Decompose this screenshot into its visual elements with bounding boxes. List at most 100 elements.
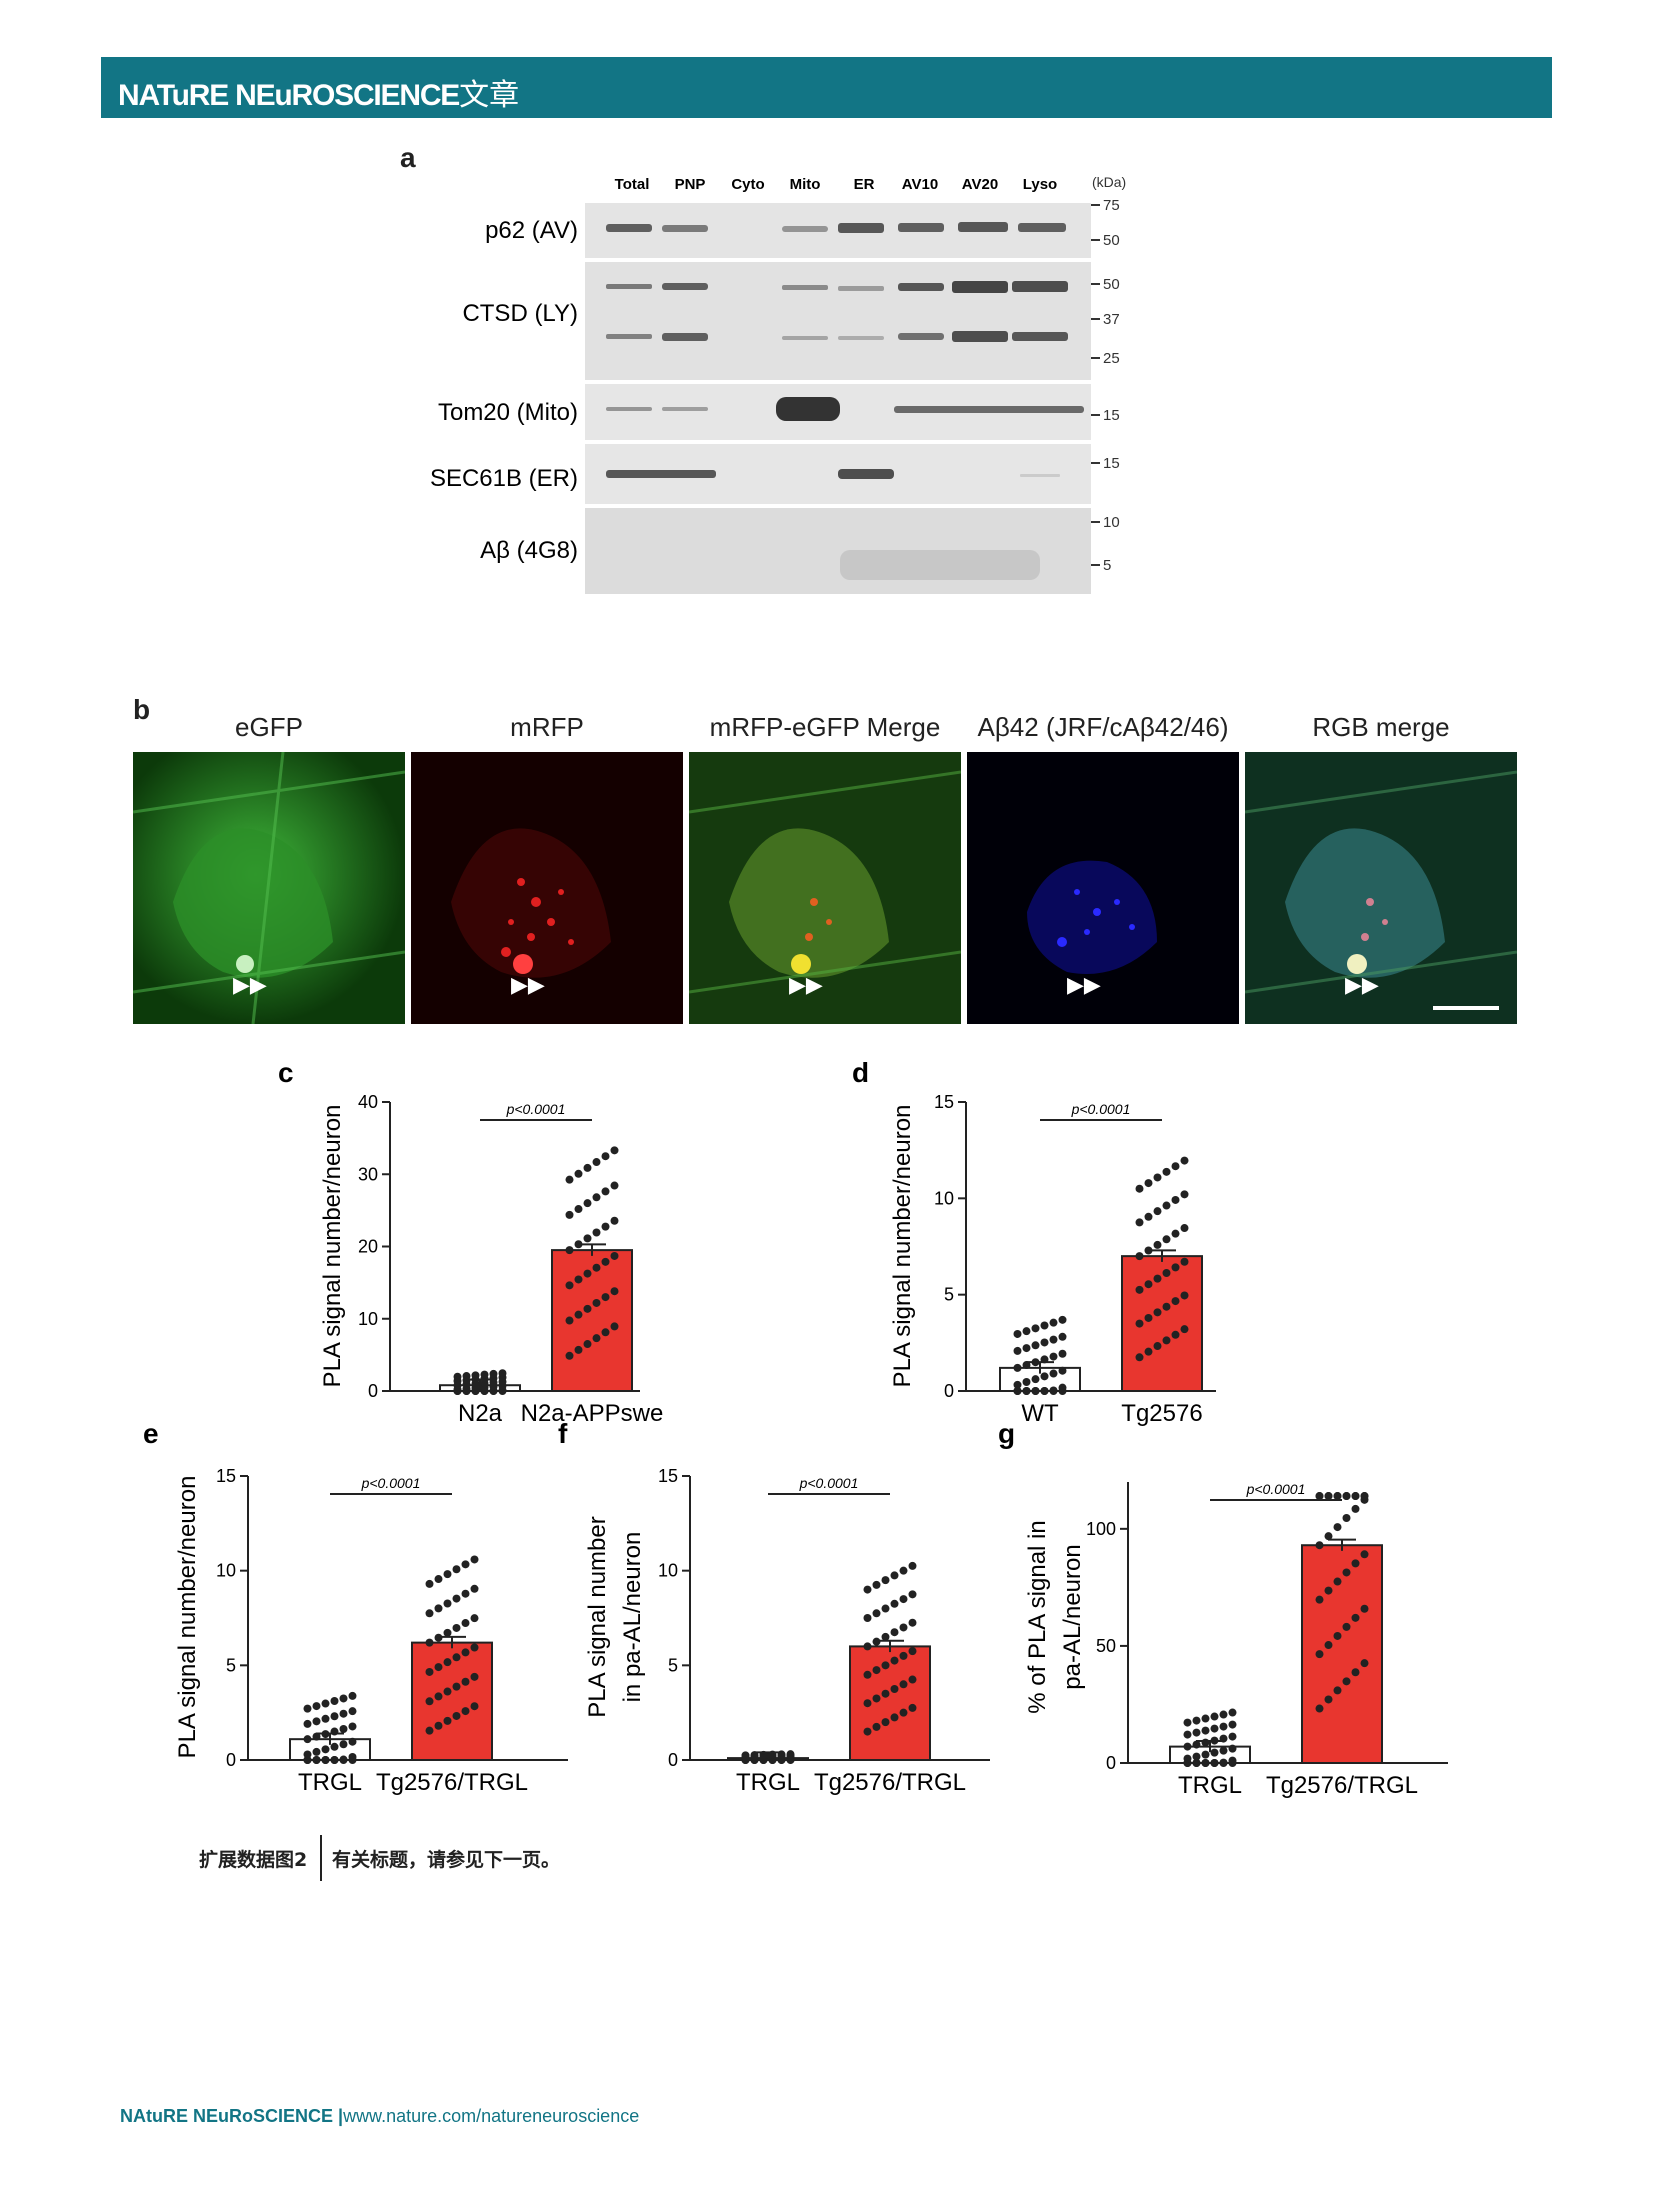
data-point (872, 1666, 881, 1675)
data-point (1351, 1492, 1360, 1501)
data-point (330, 1742, 339, 1751)
data-point (890, 1713, 899, 1722)
data-point (565, 1351, 574, 1360)
data-points (1183, 1708, 1237, 1767)
data-point (899, 1680, 908, 1689)
data-point (1180, 1325, 1189, 1334)
data-point (583, 1163, 592, 1172)
journal-name: NATuRE NEuROSCIENCE (118, 79, 460, 112)
channel-title-mrfp: mRFP (510, 712, 584, 742)
data-point (1342, 1514, 1351, 1523)
data-point (1135, 1184, 1144, 1193)
data-point (583, 1234, 592, 1243)
x-category-label: Tg2576/TRGL (814, 1769, 966, 1796)
data-point (908, 1618, 917, 1627)
data-point (443, 1716, 452, 1725)
x-category-label: WT (1021, 1400, 1059, 1427)
chart-label: d (852, 1057, 869, 1088)
y-tick-label: 0 (668, 1750, 678, 1770)
blot-strip-ctsd (585, 262, 1091, 380)
data-point (881, 1576, 890, 1585)
data-point (1342, 1622, 1351, 1631)
data-point (1180, 1291, 1189, 1300)
data-point (1201, 1750, 1210, 1759)
data-point (480, 1370, 489, 1379)
data-point (1183, 1754, 1192, 1763)
micrograph-rgb-merge: ▶▶ (1245, 752, 1517, 1024)
data-point (881, 1718, 890, 1727)
data-point (1228, 1756, 1237, 1765)
data-point (425, 1579, 434, 1588)
data-point (574, 1169, 583, 1178)
data-point (881, 1604, 890, 1613)
y-tick-label: 30 (358, 1164, 378, 1184)
data-point (1144, 1212, 1153, 1221)
data-point (899, 1708, 908, 1717)
lane-header: PNP (675, 176, 706, 193)
data-point (592, 1263, 601, 1272)
data-point (890, 1656, 899, 1665)
data-point (565, 1175, 574, 1184)
data-point (583, 1199, 592, 1208)
data-point (863, 1642, 872, 1651)
p-value: p<0.0001 (1246, 1481, 1306, 1497)
micrograph-egfp: ▶▶ (133, 752, 405, 1024)
data-point (1162, 1201, 1171, 1210)
data-point (574, 1205, 583, 1214)
data-point (1228, 1732, 1237, 1741)
data-point (489, 1369, 498, 1378)
data-point (899, 1651, 908, 1660)
data-point (470, 1555, 479, 1564)
micrograph-abeta42: ▶▶ (967, 752, 1239, 1024)
data-point (312, 1732, 321, 1741)
data-point (583, 1340, 592, 1349)
data-point (574, 1310, 583, 1319)
data-point (741, 1751, 750, 1760)
data-points (453, 1369, 507, 1395)
x-category-label: Tg2576/TRGL (1266, 1772, 1418, 1799)
data-point (461, 1707, 470, 1716)
data-point (1040, 1321, 1049, 1330)
data-point (1342, 1568, 1351, 1577)
data-point (1135, 1218, 1144, 1227)
lane-header: Lyso (1023, 176, 1057, 193)
y-tick-label: 15 (658, 1466, 678, 1486)
chart-label: c (278, 1057, 294, 1088)
data-point (1228, 1720, 1237, 1729)
data-point (339, 1709, 348, 1718)
footer-journal: NAtuRE NEuRoSCIENCE (120, 2106, 334, 2126)
data-point (1324, 1586, 1333, 1595)
data-point (872, 1637, 881, 1646)
data-point (1049, 1369, 1058, 1378)
data-point (1333, 1631, 1342, 1640)
data-point (890, 1571, 899, 1580)
data-point (321, 1756, 330, 1764)
channel-title-egfp: eGFP (235, 712, 303, 742)
lane-header: AV10 (902, 176, 938, 193)
data-point (1360, 1659, 1369, 1668)
data-point (443, 1599, 452, 1608)
data-point (461, 1648, 470, 1657)
data-point (1315, 1541, 1324, 1550)
micrograph-mrfp: ▶▶ (411, 752, 683, 1024)
data-point (1333, 1492, 1342, 1501)
blot-strip-abeta (585, 508, 1091, 594)
data-point (312, 1747, 321, 1756)
data-point (1219, 1722, 1228, 1731)
data-points (565, 1146, 619, 1360)
data-point (1201, 1759, 1210, 1767)
footer-url[interactable]: www.nature.com/natureneuroscience (343, 2106, 640, 2126)
data-point (303, 1735, 312, 1744)
data-point (1180, 1190, 1189, 1199)
data-point (348, 1707, 357, 1716)
panel-b-label: b (133, 694, 151, 725)
data-point (312, 1756, 321, 1764)
data-point (1153, 1207, 1162, 1216)
svg-text:50: 50 (1103, 276, 1120, 293)
data-point (610, 1322, 619, 1331)
channel-title-abeta42: Aβ42 (JRF/cAβ42/46) (977, 712, 1229, 742)
data-point (1333, 1686, 1342, 1695)
data-point (1049, 1335, 1058, 1344)
data-point (565, 1281, 574, 1290)
data-point (1171, 1162, 1180, 1171)
